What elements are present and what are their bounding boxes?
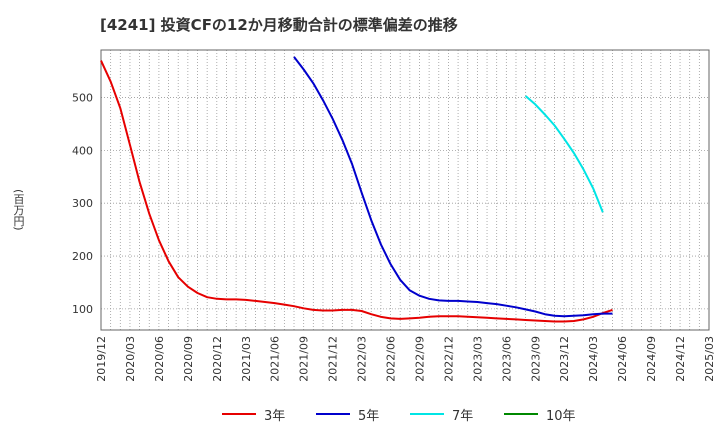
x-tick-label: 2023/06: [500, 336, 513, 382]
legend-label-3y: 3年: [264, 408, 286, 424]
legend-swatch-5y: [316, 413, 350, 415]
x-tick-label: 2020/09: [182, 336, 195, 382]
x-tick-label: 2024/12: [674, 336, 687, 382]
legend: 3年 5年 7年 10年: [0, 404, 720, 424]
x-tick-label: 2022/09: [413, 336, 426, 382]
legend-swatch-7y: [410, 413, 444, 415]
legend-item-5y: 5年: [316, 404, 379, 424]
x-tick-label: 2020/12: [211, 336, 224, 382]
x-tick-label: 2023/03: [471, 336, 484, 382]
x-tick-label: 2022/06: [385, 336, 398, 382]
x-tick-label: 2022/03: [356, 336, 369, 382]
x-tick-label: 2023/09: [529, 336, 542, 382]
legend-swatch-3y: [222, 413, 256, 415]
series-line-3年: [100, 60, 613, 323]
x-tick-label: 2020/03: [124, 336, 137, 382]
series-line-5年: [293, 56, 613, 318]
y-tick-label: 100: [72, 303, 93, 316]
series-line-7年: [524, 95, 604, 213]
x-tick-label: 2022/12: [442, 336, 455, 382]
grid-lines: [100, 50, 710, 330]
x-tick-label: 2020/06: [153, 336, 166, 382]
y-axis-label: (百万円): [12, 189, 25, 231]
x-tick-label: 2023/12: [558, 336, 571, 382]
plot-frame: [100, 49, 710, 331]
series-lines: [100, 56, 613, 323]
x-tick-label: 2024/09: [645, 336, 658, 382]
legend-label-10y: 10年: [546, 408, 576, 424]
legend-item-3y: 3年: [222, 404, 285, 424]
x-tick-label: 2021/12: [327, 336, 340, 382]
y-tick-label: 200: [72, 250, 93, 263]
x-tick-label: 2021/03: [240, 336, 253, 382]
legend-label-7y: 7年: [452, 408, 474, 424]
legend-swatch-10y: [504, 413, 538, 415]
x-tick-label: 2025/03: [703, 336, 716, 382]
x-tick-label: 2019/12: [95, 336, 108, 382]
legend-label-5y: 5年: [358, 408, 380, 424]
x-tick-label: 2024/06: [616, 336, 629, 382]
x-tick-labels: 2019/12 2020/03 2020/06 2020/09 2020/12 2021/…: [95, 336, 716, 382]
x-tick-label: 2021/09: [298, 336, 311, 382]
x-tick-label: 2024/03: [587, 336, 600, 382]
x-tick-label: 2021/06: [269, 336, 282, 382]
y-tick-label: 500: [72, 92, 93, 105]
legend-item-7y: 7年: [410, 404, 473, 424]
y-tick-labels: 100 200 300 400 500: [72, 92, 93, 316]
y-tick-label: 400: [72, 144, 93, 157]
legend-item-10y: 10年: [504, 404, 576, 424]
chart-title: [4241] 投資CFの12か月移動合計の標準偏差の推移: [100, 16, 458, 34]
y-tick-label: 300: [72, 197, 93, 210]
